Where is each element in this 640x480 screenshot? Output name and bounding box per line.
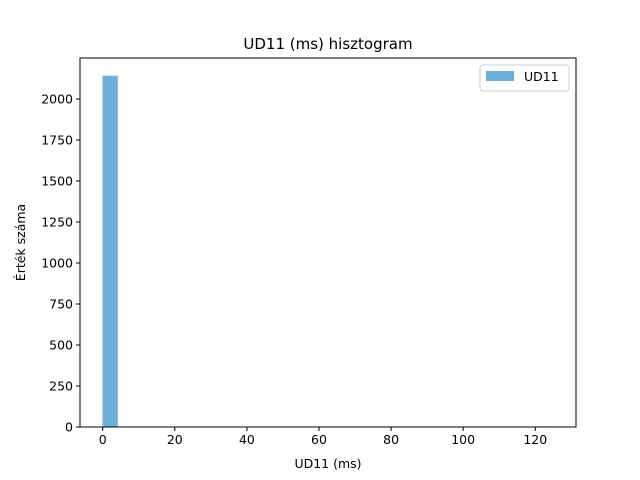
x-axis-ticks: 0 20 40 60 80 100 120	[99, 427, 547, 447]
y-tick-label: 250	[49, 379, 73, 394]
x-tick-label: 20	[167, 432, 183, 447]
x-tick-label: 120	[523, 432, 547, 447]
legend-label: UD11	[524, 69, 559, 84]
legend: UD11	[479, 64, 570, 92]
histogram-bar-0	[102, 75, 119, 428]
chart-title: UD11 (ms) hisztogram	[243, 35, 412, 53]
y-axis-ticks: 0 250 500 750 1000 1250 1500 1750 2000	[41, 92, 80, 435]
y-tick-label: 2000	[41, 92, 73, 107]
x-tick-label: 100	[451, 432, 475, 447]
y-tick-label: 750	[49, 297, 73, 312]
x-tick-label: 0	[99, 432, 107, 447]
x-axis-label: UD11 (ms)	[294, 456, 361, 471]
y-tick-label: 1250	[41, 215, 73, 230]
y-tick-label: 1000	[41, 256, 73, 271]
x-tick-label: 80	[383, 432, 399, 447]
y-tick-label: 500	[49, 338, 73, 353]
legend-swatch	[486, 71, 514, 81]
y-axis-label: Érték száma	[13, 204, 28, 281]
y-tick-label: 1750	[41, 133, 73, 148]
plot-frame	[79, 57, 577, 428]
x-tick-label: 60	[311, 432, 327, 447]
y-tick-label: 1500	[41, 174, 73, 189]
y-tick-label: 0	[65, 420, 73, 435]
x-tick-label: 40	[239, 432, 255, 447]
